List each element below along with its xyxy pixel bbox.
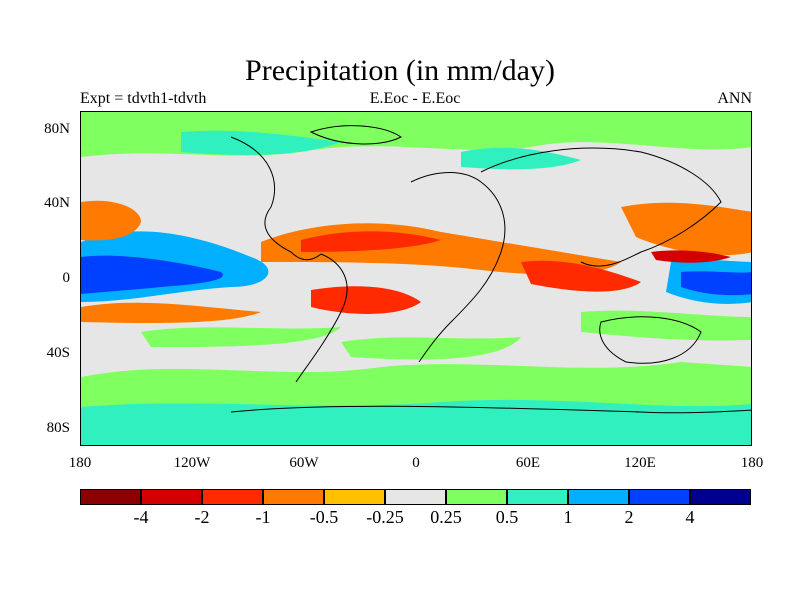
y-tick: 40N	[44, 195, 70, 211]
x-tick: 60W	[289, 455, 319, 471]
x-tick: 180	[740, 455, 764, 471]
colorbar-label: 0.5	[495, 507, 519, 527]
colorbar-segment	[263, 489, 324, 505]
colorbar-label: 4	[685, 507, 695, 527]
colorbar-label: 1	[563, 507, 573, 527]
coastlines	[230, 125, 751, 414]
precipitation-map	[80, 111, 752, 446]
colorbar-segment	[629, 489, 690, 505]
colorbar-label: -2	[194, 507, 210, 527]
colorbar-segment	[446, 489, 507, 505]
x-tick: 180	[68, 455, 92, 471]
colorbar-segment	[324, 489, 385, 505]
chart-title: Precipitation (in mm/day)	[245, 54, 555, 87]
x-tick: 120W	[173, 455, 211, 471]
colorbar-segment	[202, 489, 263, 505]
colorbar-label: 0.25	[430, 507, 462, 527]
colorbar-label: -4	[133, 507, 149, 527]
colorbar-label: 2	[624, 507, 634, 527]
colorbar-segment	[141, 489, 202, 505]
x-tick: 120E	[624, 455, 656, 471]
y-tick: 40S	[46, 345, 70, 361]
x-tick: 60E	[515, 455, 541, 471]
colorbar-label: -0.5	[309, 507, 339, 527]
season-label: ANN	[717, 90, 752, 107]
y-tick: 80S	[46, 420, 70, 436]
colorbar-segment	[690, 489, 751, 505]
map-svg	[81, 112, 751, 445]
colorbar-labels: -4 -2 -1 -0.5 -0.25 0.25 0.5 1 2 4	[80, 505, 751, 529]
colorbar-label: -1	[255, 507, 271, 527]
colorbar	[80, 489, 751, 505]
colorbar-label: -0.25	[366, 507, 404, 527]
colorbar-segment	[385, 489, 446, 505]
x-tick: 0	[412, 455, 420, 471]
experiment-label: Expt = tdvth1-tdvth	[80, 90, 207, 107]
y-tick: 80N	[44, 121, 70, 137]
case-label: E.Eoc - E.Eoc	[369, 90, 461, 107]
colorbar-segment	[80, 489, 141, 505]
colorbar-segment	[507, 489, 568, 505]
colorbar-segment	[568, 489, 629, 505]
y-tick: 0	[62, 270, 71, 286]
